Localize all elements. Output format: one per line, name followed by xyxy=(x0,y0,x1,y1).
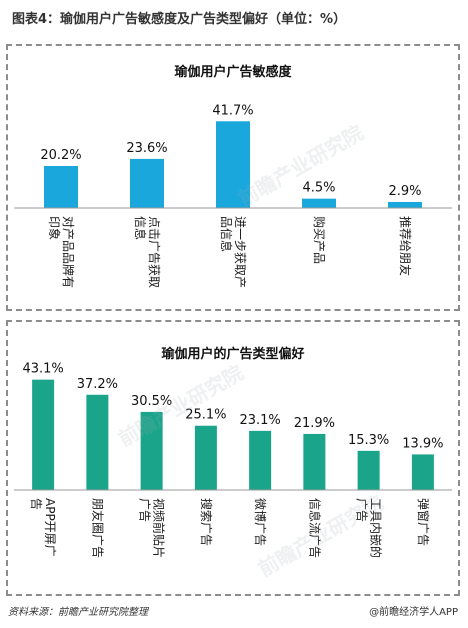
x-tick-label: 推荐给朋友 xyxy=(398,216,412,276)
x-tick-label-line: 进一步获取产 xyxy=(233,216,247,288)
data-label: 41.7% xyxy=(212,103,253,118)
bar xyxy=(32,379,55,490)
x-tick-label: 弹窗广告 xyxy=(416,498,430,546)
bar xyxy=(86,394,109,490)
data-label: 23.1% xyxy=(239,413,280,428)
x-tick-label-line: 对产品品牌有 xyxy=(61,216,75,288)
bar xyxy=(44,165,78,208)
bar xyxy=(411,454,434,490)
bar xyxy=(130,158,164,208)
source-note: 资料来源：前瞻产业研究院整理 xyxy=(8,607,148,618)
bar xyxy=(249,430,272,490)
bar xyxy=(140,411,163,490)
x-tick-label-line: 广告 xyxy=(355,498,369,522)
figure-title: 图表4：瑜伽用户广告敏感度及广告类型偏好（单位：%） xyxy=(12,12,347,27)
chart-title: 瑜伽用户的广告类型偏好 xyxy=(161,346,304,362)
data-label: 37.2% xyxy=(77,377,118,392)
data-label: 20.2% xyxy=(40,148,81,163)
x-tick-label-line: 搜索广告 xyxy=(199,498,214,546)
bar xyxy=(302,198,336,208)
x-tick-label-line: 微博广告 xyxy=(253,498,268,546)
x-tick-label-line: 广告 xyxy=(138,498,152,522)
bar xyxy=(357,450,380,490)
x-tick-label: 购买产品 xyxy=(312,216,327,264)
credit-note: @前瞻经济学人APP xyxy=(369,607,458,618)
ad-type-preference-panel: 瑜伽用户的广告类型偏好 43.1% APP开屏广告 37.2% 朋友圈广告 30.5% 视频… xyxy=(6,320,460,596)
x-tick-label-line: 品信息 xyxy=(219,216,234,252)
x-tick-label-line: APP开屏广 xyxy=(43,498,57,557)
x-tick-label-line: 弹窗广告 xyxy=(416,498,430,546)
data-label: 30.5% xyxy=(131,394,172,409)
data-label: 43.1% xyxy=(22,362,63,377)
data-label: 25.1% xyxy=(185,408,226,423)
x-tick-label: 搜索广告 xyxy=(199,498,214,546)
bar xyxy=(194,425,217,490)
x-tick-label-line: 印象 xyxy=(47,216,61,240)
bar xyxy=(303,433,326,490)
data-label: 21.9% xyxy=(294,416,335,431)
x-tick-label: 微博广告 xyxy=(253,498,268,546)
data-label: 15.3% xyxy=(348,433,389,448)
chart-title: 瑜伽用户广告敏感度 xyxy=(174,64,292,80)
x-tick-label-line: 告 xyxy=(29,498,43,510)
data-label: 23.6% xyxy=(126,141,167,156)
x-tick-label-line: 点击广告获取 xyxy=(147,216,161,288)
x-tick-label-line: 信息 xyxy=(133,216,148,240)
x-tick-label-line: 朋友圈广告 xyxy=(90,498,104,558)
x-tick-label-line: 推荐给朋友 xyxy=(398,216,412,276)
bar xyxy=(388,201,422,208)
bar xyxy=(216,121,250,208)
x-tick-label: 朋友圈广告 xyxy=(90,498,104,558)
x-tick-label-line: 工具内嵌的 xyxy=(369,498,384,558)
data-label: 13.9% xyxy=(402,436,443,451)
x-tick-label-line: 视频前贴片 xyxy=(152,498,167,558)
ad-sensitivity-panel: 瑜伽用户广告敏感度 20.2% 对产品品牌有 印象 23.6% 点击广告获取 信息 41.7%… xyxy=(6,44,460,311)
x-tick-label-line: 信息流广告 xyxy=(307,498,322,558)
x-tick-label-line: 购买产品 xyxy=(312,216,327,264)
data-label: 4.5% xyxy=(302,181,335,196)
data-label: 2.9% xyxy=(388,184,421,199)
x-tick-label: 信息流广告 xyxy=(307,498,322,558)
